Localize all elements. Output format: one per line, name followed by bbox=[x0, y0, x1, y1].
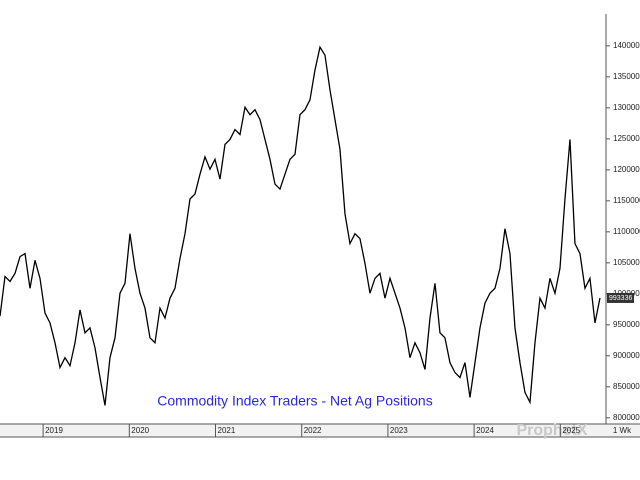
last-value-box bbox=[607, 292, 634, 303]
x-tick-label: 2025 bbox=[562, 426, 580, 435]
y-tick-label: 800000 bbox=[613, 413, 640, 422]
x-tick-label: 2020 bbox=[131, 426, 149, 435]
watermark: ProphetX bbox=[516, 422, 587, 439]
series-line bbox=[0, 45, 601, 406]
x-axis-strip bbox=[0, 424, 640, 437]
x-tick-label: 2021 bbox=[218, 426, 236, 435]
chart-title: Commodity Index Traders - Net Ag Positio… bbox=[157, 393, 432, 409]
y-tick-label: 1050000 bbox=[613, 258, 640, 267]
y-tick-label: 1300000 bbox=[613, 103, 640, 112]
y-tick-label: 1200000 bbox=[613, 165, 640, 174]
y-tick-label: 950000 bbox=[613, 320, 640, 329]
period-label: 1 Wk bbox=[613, 426, 632, 435]
y-tick-label: 900000 bbox=[613, 351, 640, 360]
y-tick-label: 1100000 bbox=[613, 227, 640, 236]
y-tick-label: 1400000 bbox=[613, 41, 640, 50]
last-value-label: 993336 bbox=[609, 295, 632, 302]
x-tick-label: 2022 bbox=[304, 426, 322, 435]
y-tick-label: 1150000 bbox=[613, 196, 640, 205]
y-tick-label: 850000 bbox=[613, 382, 640, 391]
x-tick-label: 2019 bbox=[45, 426, 63, 435]
y-tick-label: 1250000 bbox=[613, 134, 640, 143]
x-tick-label: 2024 bbox=[476, 426, 494, 435]
y-tick-label: 1350000 bbox=[613, 72, 640, 81]
x-tick-label: 2023 bbox=[390, 426, 408, 435]
